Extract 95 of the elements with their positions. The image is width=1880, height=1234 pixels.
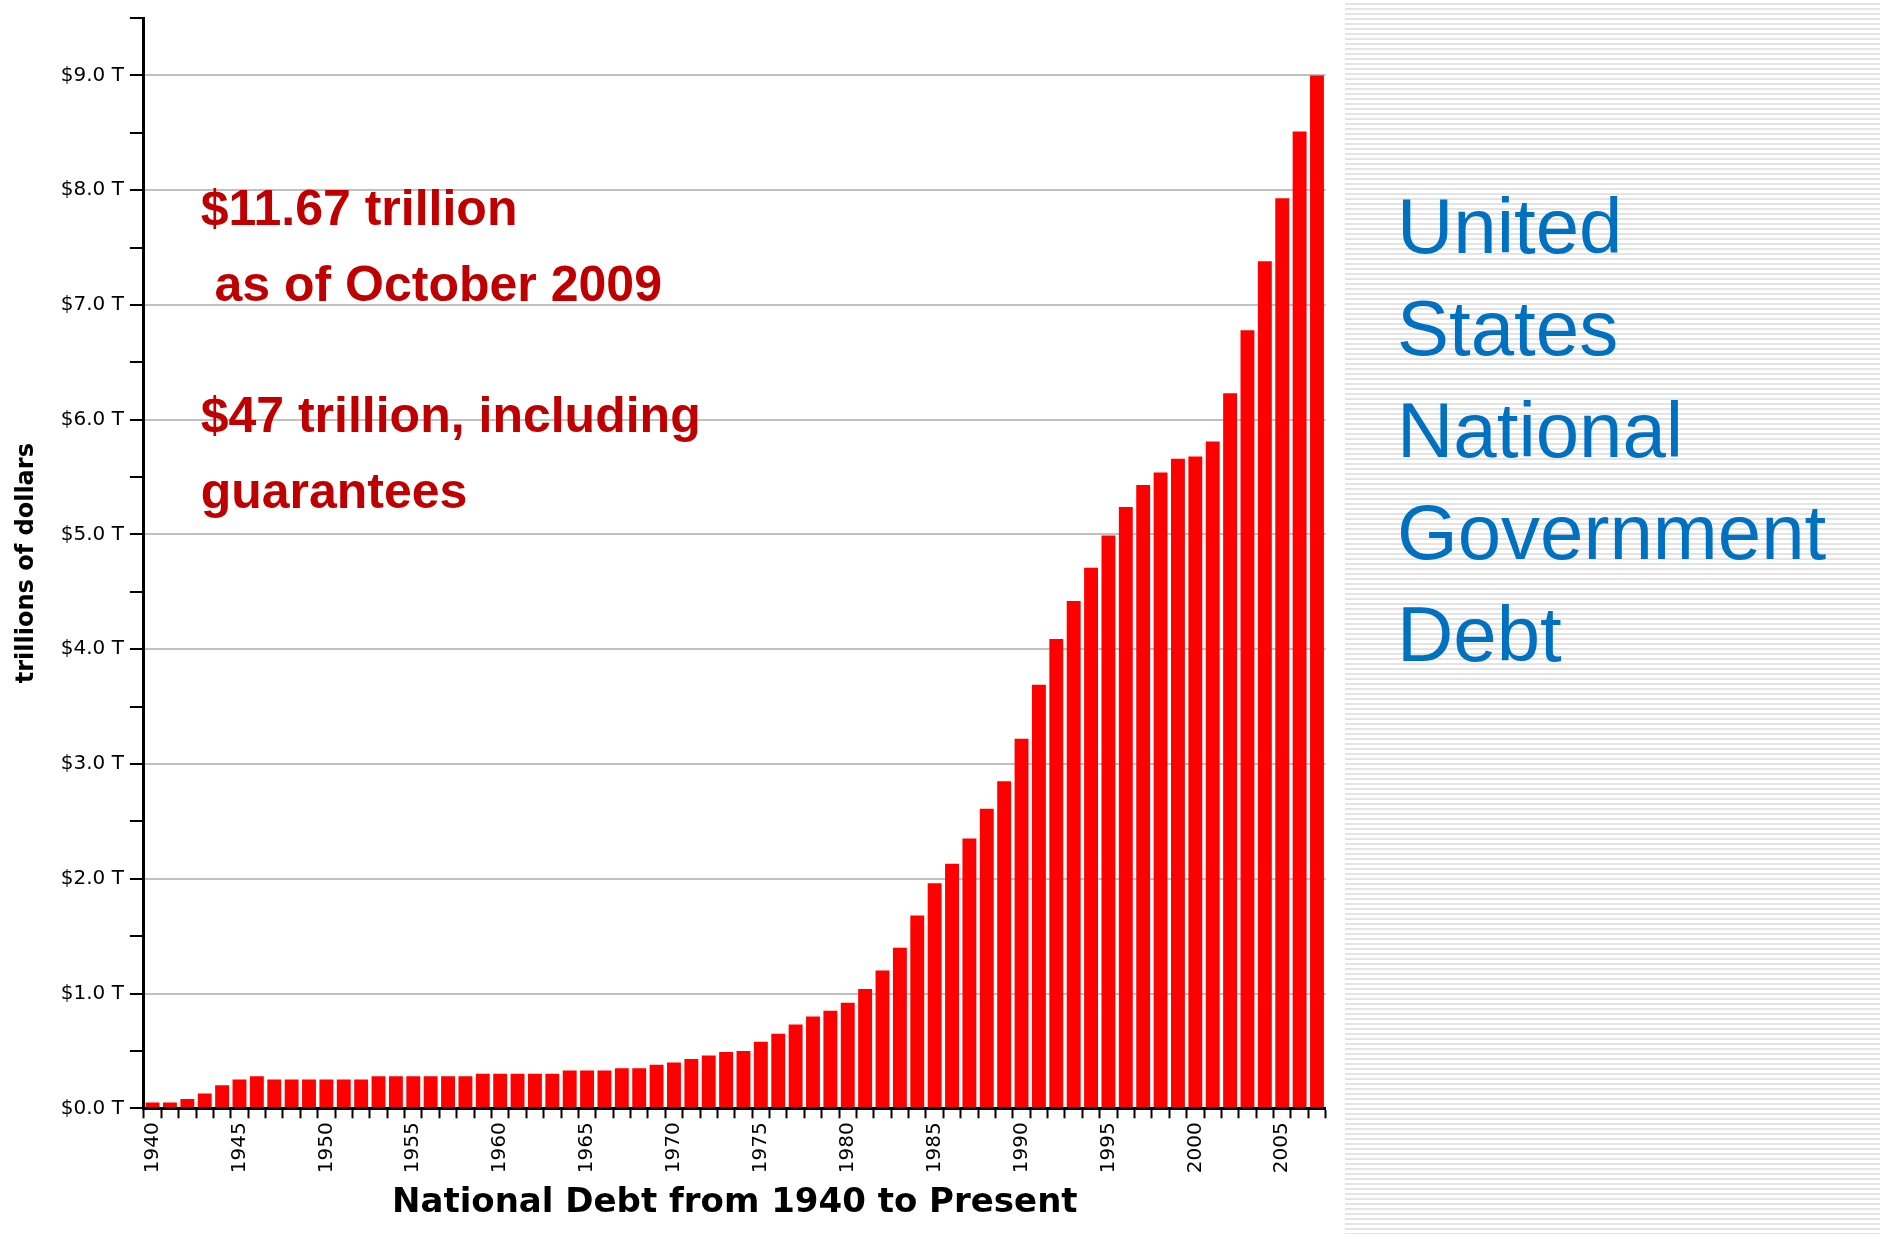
bar xyxy=(1049,638,1064,1108)
bar xyxy=(997,781,1012,1108)
y-axis-title: trillions of dollars xyxy=(10,443,39,684)
bar xyxy=(1240,330,1255,1108)
x-tick-label: 1970 xyxy=(660,1122,685,1174)
bar xyxy=(892,947,907,1108)
bar xyxy=(545,1073,560,1108)
y-tick-label: $2.0 T xyxy=(60,864,125,889)
x-tick-label: 1980 xyxy=(833,1122,858,1174)
bar xyxy=(180,1099,195,1108)
bar xyxy=(823,1010,838,1108)
bar xyxy=(197,1093,212,1108)
bar xyxy=(388,1076,403,1108)
y-tick-label: $1.0 T xyxy=(60,979,125,1004)
bar xyxy=(319,1079,334,1108)
x-tick-label: 2000 xyxy=(1181,1122,1206,1174)
y-tick-label: $4.0 T xyxy=(60,635,125,660)
x-tick-label: 1985 xyxy=(920,1122,945,1174)
x-tick-label: 1950 xyxy=(312,1122,337,1174)
bar xyxy=(719,1052,734,1108)
bar xyxy=(1257,261,1272,1108)
bar xyxy=(493,1073,508,1108)
bar xyxy=(684,1058,699,1108)
y-tick-label: $3.0 T xyxy=(60,750,125,775)
bar xyxy=(580,1070,595,1108)
bar xyxy=(1188,456,1203,1108)
bar xyxy=(614,1068,629,1108)
bar xyxy=(667,1062,681,1108)
bar xyxy=(267,1079,282,1108)
bar xyxy=(927,883,942,1108)
bar xyxy=(1310,75,1324,1108)
annotation: $11.67 trillion as of October 2009 xyxy=(200,180,662,313)
bar xyxy=(1292,131,1307,1108)
bar xyxy=(1066,601,1081,1108)
text: United States National Government Debt xyxy=(1397,181,1828,680)
bar xyxy=(302,1079,316,1108)
bar xyxy=(475,1073,490,1108)
bar xyxy=(441,1076,455,1108)
annotation: $47 trillion, including guarantees xyxy=(200,387,701,520)
bar xyxy=(1101,535,1116,1108)
bar xyxy=(736,1050,751,1108)
x-tick-label: 1945 xyxy=(225,1122,250,1174)
x-tick-label: 1960 xyxy=(486,1122,511,1174)
bar xyxy=(858,988,873,1108)
bar xyxy=(979,808,994,1108)
x-tick-label: 1990 xyxy=(1007,1122,1032,1174)
bar xyxy=(371,1076,386,1108)
y-tick-label: $8.0 T xyxy=(60,176,125,201)
bar xyxy=(1171,458,1185,1108)
bar xyxy=(354,1079,369,1108)
y-tick-label: $9.0 T xyxy=(60,61,125,86)
bar xyxy=(1205,441,1220,1108)
bar xyxy=(1014,738,1029,1108)
bar xyxy=(945,863,959,1108)
bar xyxy=(510,1073,525,1108)
bar xyxy=(875,970,890,1108)
bar xyxy=(910,915,925,1108)
bar xyxy=(1153,472,1168,1108)
x-tick-label: 1955 xyxy=(399,1122,424,1174)
bar xyxy=(215,1085,230,1108)
bar xyxy=(527,1073,542,1108)
bar xyxy=(1136,485,1151,1108)
bar xyxy=(562,1070,577,1108)
bar xyxy=(771,1033,786,1108)
bar xyxy=(458,1076,473,1108)
bar xyxy=(753,1041,768,1108)
x-tick-label: 1965 xyxy=(573,1122,598,1174)
bar xyxy=(1223,393,1238,1108)
bar xyxy=(597,1070,612,1108)
bar xyxy=(649,1064,664,1108)
bar xyxy=(423,1076,438,1108)
bar xyxy=(806,1016,820,1108)
bar xyxy=(249,1076,264,1108)
bar xyxy=(962,838,977,1108)
bar xyxy=(1275,198,1290,1108)
bar xyxy=(1118,506,1133,1108)
bar xyxy=(1031,684,1046,1108)
bar xyxy=(232,1079,247,1108)
bar xyxy=(788,1024,803,1108)
bar xyxy=(284,1079,299,1108)
bar xyxy=(336,1079,351,1108)
x-tick-label: 1940 xyxy=(138,1122,163,1174)
y-tick-label: $7.0 T xyxy=(60,291,125,316)
bar xyxy=(406,1076,421,1108)
x-tick-label: 1975 xyxy=(747,1122,772,1174)
x-tick-label: 1995 xyxy=(1094,1122,1119,1174)
bar xyxy=(632,1068,647,1108)
bar xyxy=(840,1002,855,1108)
bar xyxy=(701,1055,716,1108)
x-axis-title: National Debt from 1940 to Present xyxy=(391,1180,1078,1221)
bar xyxy=(1084,567,1099,1108)
x-tick-label: 2005 xyxy=(1268,1122,1293,1174)
y-tick-label: $0.0 T xyxy=(60,1094,125,1119)
y-tick-label: $5.0 T xyxy=(60,520,125,545)
y-tick-label: $6.0 T xyxy=(60,405,125,430)
